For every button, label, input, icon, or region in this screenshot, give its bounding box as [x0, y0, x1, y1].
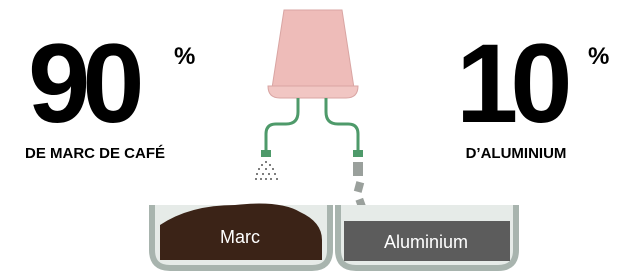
bin-label: Aluminium: [384, 232, 468, 252]
bin-label: Marc: [220, 227, 260, 247]
right-label: D’ALUMINIUM: [466, 145, 567, 162]
nozzle-left: [261, 150, 271, 157]
right-unit: %: [588, 43, 609, 70]
left-unit: %: [174, 43, 195, 70]
nozzle-right: [353, 150, 363, 157]
left-value: 90: [28, 21, 140, 146]
infographic: 90 % DE MARC DE CAFÉ 10 % D’ALUMINIUM Ma…: [0, 0, 620, 271]
right-value: 10: [456, 21, 568, 146]
tubes: [266, 98, 358, 152]
capsule: [268, 10, 358, 98]
left-label: DE MARC DE CAFÉ: [25, 145, 165, 162]
spray: [255, 161, 278, 180]
